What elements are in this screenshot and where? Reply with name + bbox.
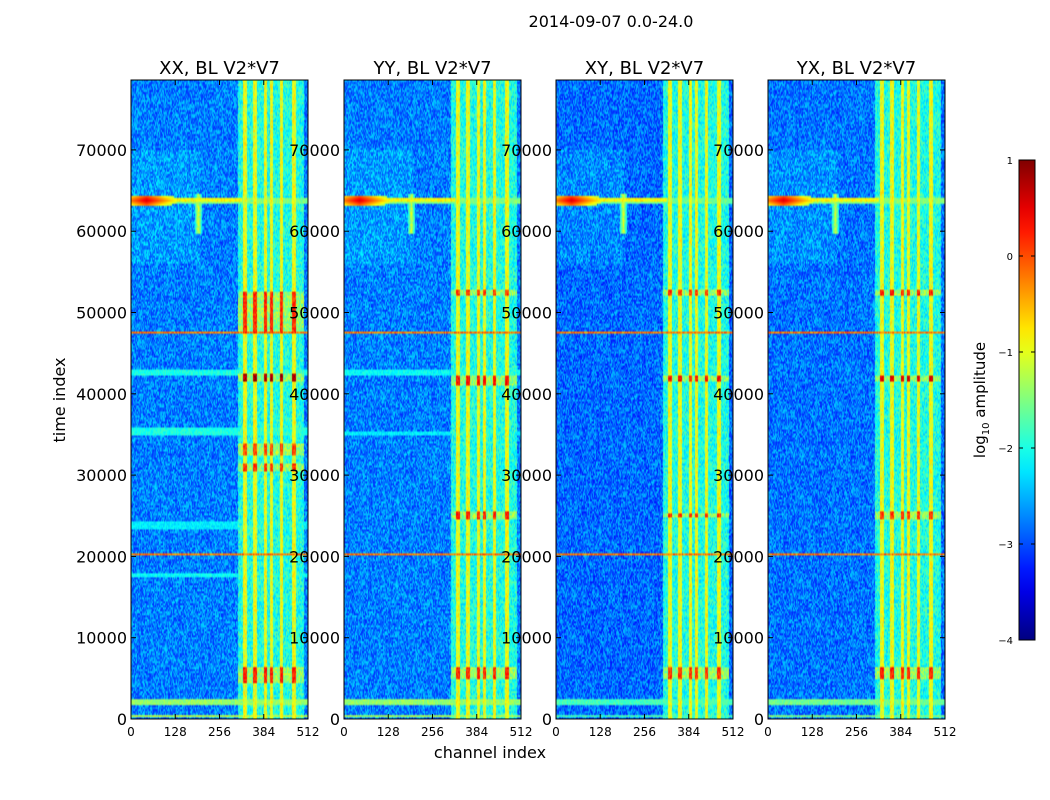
y-tick-label: 60000 bbox=[713, 222, 764, 241]
y-tick-label: 10000 bbox=[501, 629, 552, 648]
x-tick-label: 0 bbox=[340, 725, 348, 739]
x-tick-label: 128 bbox=[164, 725, 187, 739]
x-tick-label: 256 bbox=[845, 725, 868, 739]
y-tick-label: 20000 bbox=[76, 547, 127, 566]
y-tick-label: 20000 bbox=[713, 547, 764, 566]
x-tick-label: 256 bbox=[208, 725, 231, 739]
y-tick-label: 20000 bbox=[501, 547, 552, 566]
x-tick-label: 384 bbox=[889, 725, 912, 739]
colorbar-tick-label: −4 bbox=[998, 636, 1013, 647]
colorbar-tick-label: 1 bbox=[1007, 156, 1013, 167]
x-tick-label: 128 bbox=[377, 725, 400, 739]
y-tick-label: 10000 bbox=[713, 629, 764, 648]
figure-title: 2014-09-07 0.0-24.0 bbox=[528, 12, 694, 31]
x-tick-label: 0 bbox=[764, 725, 772, 739]
panel-title: XY, BL V2*V7 bbox=[585, 58, 704, 79]
x-tick-label: 384 bbox=[677, 725, 700, 739]
x-tick-label: 0 bbox=[552, 725, 560, 739]
y-tick-label: 0 bbox=[542, 710, 552, 729]
heatmap-1 bbox=[344, 80, 521, 719]
colorbar-tick-label: −2 bbox=[998, 444, 1013, 455]
x-axis-label: channel index bbox=[434, 743, 546, 762]
y-tick-label: 20000 bbox=[289, 547, 340, 566]
y-tick-label: 10000 bbox=[289, 629, 340, 648]
x-tick-label: 0 bbox=[127, 725, 135, 739]
y-tick-label: 40000 bbox=[76, 385, 127, 404]
heatmap-0 bbox=[131, 80, 308, 719]
y-tick-label: 50000 bbox=[713, 304, 764, 323]
heatmap-2 bbox=[556, 80, 733, 719]
y-tick-label: 0 bbox=[117, 710, 127, 729]
y-tick-label: 50000 bbox=[76, 304, 127, 323]
y-tick-label: 60000 bbox=[501, 222, 552, 241]
panel-title: XX, BL V2*V7 bbox=[159, 58, 280, 79]
panel-title: YX, BL V2*V7 bbox=[796, 58, 916, 79]
y-tick-label: 30000 bbox=[76, 466, 127, 485]
x-tick-label: 128 bbox=[589, 725, 612, 739]
x-tick-label: 384 bbox=[252, 725, 275, 739]
panel-0: XX, BL V2*V7 0 128 256 384 512 0 10000 20000 3000… bbox=[76, 58, 319, 739]
panel-2: XY, BL V2*V7 0 128 256 384 512 0 10000 20000 3000… bbox=[501, 58, 744, 739]
y-tick-label: 10000 bbox=[76, 629, 127, 648]
colorbar-tick-label: 0 bbox=[1007, 252, 1013, 263]
y-tick-label: 0 bbox=[330, 710, 340, 729]
colorbar-tick-label: −1 bbox=[998, 348, 1013, 359]
y-tick-label: 60000 bbox=[289, 222, 340, 241]
x-tick-label: 512 bbox=[722, 725, 745, 739]
y-tick-label: 30000 bbox=[713, 466, 764, 485]
y-axis-label: time index bbox=[50, 357, 69, 442]
x-tick-label: 512 bbox=[297, 725, 320, 739]
y-tick-label: 30000 bbox=[289, 466, 340, 485]
y-tick-label: 60000 bbox=[76, 222, 127, 241]
x-tick-label: 512 bbox=[934, 725, 957, 739]
colorbar-tick-label: −3 bbox=[998, 540, 1013, 551]
colorbar-label: log10 amplitude bbox=[971, 342, 992, 458]
colorbar-gradient bbox=[1018, 159, 1036, 641]
y-tick-label: 70000 bbox=[713, 141, 764, 160]
x-tick-label: 512 bbox=[510, 725, 533, 739]
x-tick-label: 256 bbox=[633, 725, 656, 739]
y-tick-label: 0 bbox=[754, 710, 764, 729]
panel-3: YX, BL V2*V7 0 128 256 384 512 0 10000 20000 3000… bbox=[713, 58, 956, 739]
y-tick-label: 70000 bbox=[501, 141, 552, 160]
x-tick-label: 128 bbox=[801, 725, 824, 739]
x-tick-label: 256 bbox=[421, 725, 444, 739]
y-tick-label: 70000 bbox=[289, 141, 340, 160]
y-tick-label: 40000 bbox=[501, 385, 552, 404]
y-tick-label: 40000 bbox=[289, 385, 340, 404]
y-tick-label: 40000 bbox=[713, 385, 764, 404]
heatmap-3 bbox=[768, 80, 945, 719]
y-tick-label: 30000 bbox=[501, 466, 552, 485]
y-tick-label: 70000 bbox=[76, 141, 127, 160]
panel-title: YY, BL V2*V7 bbox=[372, 58, 491, 79]
y-tick-label: 50000 bbox=[501, 304, 552, 323]
colorbar: 1 0 −1 −2 −3 −4 log10 amplitude bbox=[971, 156, 1036, 647]
panel-1: YY, BL V2*V7 0 128 256 384 512 0 10000 20000 3000… bbox=[289, 58, 532, 739]
y-tick-label: 50000 bbox=[289, 304, 340, 323]
x-tick-label: 384 bbox=[465, 725, 488, 739]
